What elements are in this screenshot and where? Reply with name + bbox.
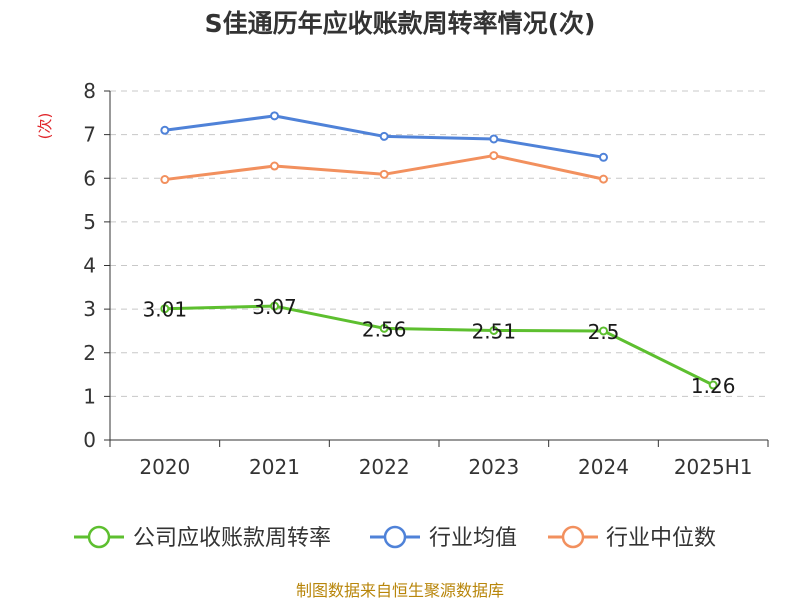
data-point	[489, 151, 499, 161]
legend-label: 行业均值	[429, 526, 517, 551]
data-point	[270, 301, 279, 311]
data-point	[160, 125, 170, 135]
x-tick-label: 2023	[468, 455, 519, 479]
data-label: 1.26	[691, 374, 736, 398]
data-label: 3.01	[143, 298, 188, 322]
y-tick-label: 1	[83, 384, 96, 408]
x-tick-label: 2020	[139, 455, 190, 479]
source-note: 制图数据来自恒生聚源数据库	[296, 581, 504, 600]
data-labels: 3.01 3.07 2.56 2.51 2.5 1.26	[143, 295, 736, 398]
axes: 0 1 2 3 4 5 6 7 8 2020 2021 2022 2023 2024 2025H1	[83, 79, 769, 479]
data-point	[599, 326, 608, 336]
data-label: 2.51	[472, 320, 517, 344]
legend-marker	[383, 525, 407, 549]
chart-title: S佳通历年应收账款周转率情况(次)	[205, 9, 596, 38]
data-point	[379, 169, 389, 179]
data-point	[599, 152, 608, 162]
data-label: 2.56	[362, 317, 407, 341]
data-label: 2.5	[588, 320, 620, 344]
y-tick-label: 4	[83, 254, 96, 278]
y-tick-label: 7	[83, 123, 96, 147]
data-point	[489, 134, 499, 144]
y-tick-label: 0	[83, 428, 96, 452]
data-point	[379, 131, 389, 141]
data-point	[599, 174, 608, 184]
y-tick-label: 3	[83, 297, 96, 321]
x-tick-label: 2025H1	[674, 455, 753, 479]
y-tick-label: 2	[83, 341, 96, 365]
x-tick-label: 2024	[578, 455, 629, 479]
data-point	[489, 326, 499, 336]
y-tick-label: 5	[83, 210, 96, 234]
series-line-0	[164, 304, 714, 387]
legend-marker	[87, 525, 111, 549]
data-point	[379, 323, 389, 333]
series-group	[160, 111, 718, 390]
data-point	[270, 161, 279, 171]
legend-label: 公司应收账款周转率	[133, 526, 331, 551]
x-tick-label: 2021	[249, 455, 300, 479]
data-point	[160, 175, 170, 185]
data-label: 3.07	[252, 295, 297, 319]
y-axis-label: (次)	[36, 113, 54, 140]
data-point	[270, 111, 279, 121]
y-tick-label: 6	[83, 166, 96, 190]
x-tick-label: 2022	[359, 455, 410, 479]
data-point	[708, 380, 718, 390]
legend-marker	[561, 525, 585, 549]
data-point	[160, 304, 170, 314]
legend-label: 行业中位数	[606, 526, 716, 551]
y-tick-label: 8	[83, 79, 96, 103]
legend: 公司应收账款周转率 行业均值 行业中位数	[74, 525, 716, 551]
